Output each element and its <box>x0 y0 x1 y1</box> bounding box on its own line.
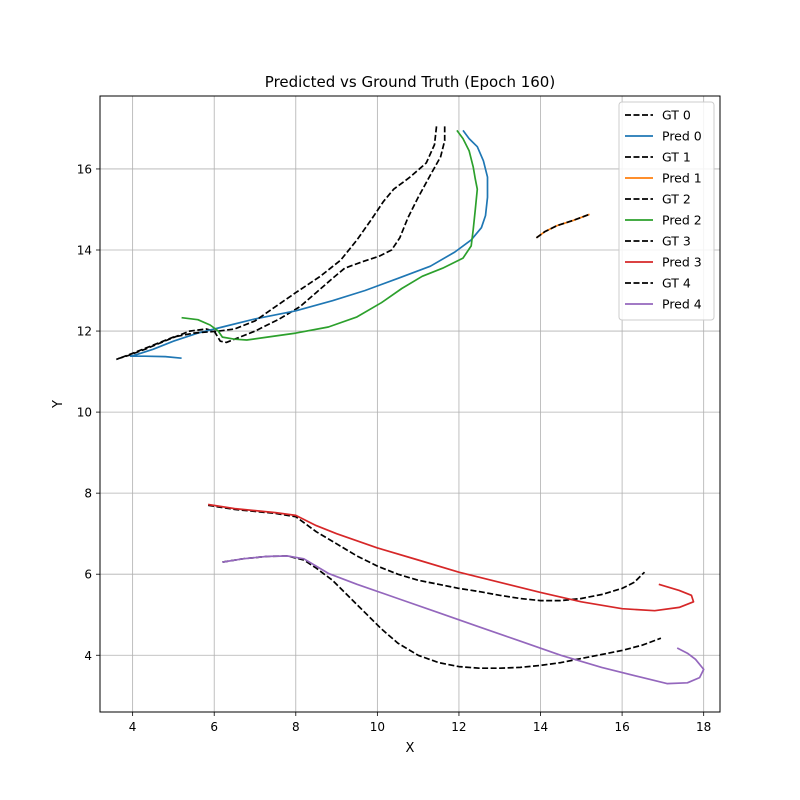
x-tick-label: 18 <box>696 720 711 734</box>
series-line-gt-2 <box>535 213 590 239</box>
legend-label: GT 0 <box>662 108 691 123</box>
ticks: 4 6 8 10 12 14 16 18 4 6 8 10 12 14 16 <box>77 162 712 734</box>
y-tick-label: 4 <box>84 649 92 663</box>
x-tick-label: 8 <box>292 720 300 734</box>
legend-label: Pred 0 <box>662 129 702 144</box>
y-tick-label: 10 <box>77 406 92 420</box>
y-tick-label: 12 <box>77 325 92 339</box>
x-tick-label: 14 <box>533 720 548 734</box>
x-tick-label: 4 <box>129 720 137 734</box>
legend: GT 0 Pred 0 GT 1 Pred 1 GT 2 Pred 2 GT 3 Pred 3… <box>618 101 715 321</box>
legend-label: GT 2 <box>662 192 691 207</box>
y-tick-label: 6 <box>84 568 92 582</box>
legend-label: GT 1 <box>662 150 691 165</box>
y-axis-label: Y <box>51 400 66 409</box>
series-line-pred-2 <box>181 129 479 341</box>
legend-label: Pred 2 <box>662 213 702 228</box>
x-axis-label: X <box>406 741 415 756</box>
series-line-pred-0 <box>129 129 489 360</box>
legend-label: Pred 1 <box>662 171 702 186</box>
plot-frame <box>99 95 721 713</box>
y-tick-label: 8 <box>84 487 92 501</box>
series-line-gt-3 <box>207 504 646 602</box>
chart-title: Predicted vs Ground Truth (Epoch 160) <box>265 73 555 91</box>
x-tick-label: 16 <box>614 720 629 734</box>
y-tick-label: 14 <box>77 244 92 258</box>
legend-label: GT 3 <box>662 234 691 249</box>
series-line-gt-4 <box>222 555 662 670</box>
y-tick-label: 16 <box>77 162 92 176</box>
legend-label: GT 4 <box>662 276 691 291</box>
x-tick-label: 10 <box>370 720 385 734</box>
legend-label: Pred 4 <box>662 297 702 312</box>
x-tick-label: 12 <box>451 720 466 734</box>
x-tick-label: 6 <box>210 720 218 734</box>
series-line-pred-3 <box>207 503 695 612</box>
series-line-pred-4 <box>222 555 705 685</box>
series-layer <box>116 126 705 685</box>
series-line-gt-1 <box>116 126 438 361</box>
legend-label: Pred 3 <box>662 255 702 270</box>
series-line-gt-0 <box>118 126 446 360</box>
